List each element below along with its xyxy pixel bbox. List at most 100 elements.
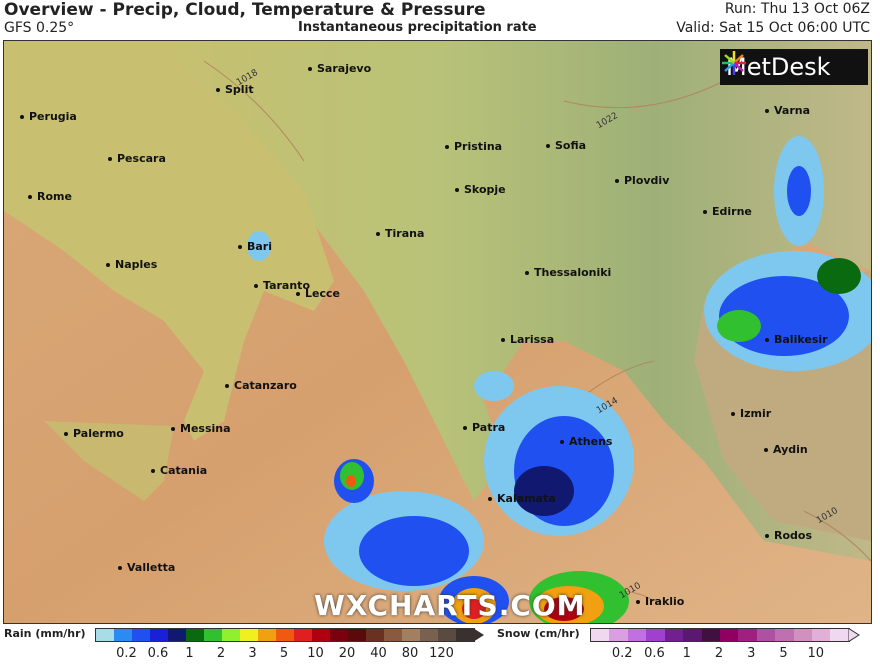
legend-swatch xyxy=(812,629,831,641)
city-label: Patra xyxy=(463,421,505,434)
legend-swatch xyxy=(438,629,456,641)
legend-tick-label: 10 xyxy=(807,646,825,661)
legend-swatch xyxy=(775,629,794,641)
legend-tick-label: 0.6 xyxy=(147,646,169,661)
legend-swatch xyxy=(204,629,222,641)
snow-legend-label: Snow (cm/hr) xyxy=(497,627,580,640)
legend-swatch xyxy=(591,629,610,641)
italy-land xyxy=(4,41,334,441)
city-label: Varna xyxy=(765,104,810,117)
legend-tick-label: 20 xyxy=(338,646,356,661)
city-label: Sofia xyxy=(546,139,586,152)
legend-swatch xyxy=(150,629,168,641)
legend-swatch xyxy=(366,629,384,641)
legend-swatch xyxy=(719,629,739,641)
run-time: Run: Thu 13 Oct 06Z xyxy=(724,1,870,17)
legend-swatch xyxy=(701,629,720,641)
legend-swatch xyxy=(348,629,366,641)
legend-swatch xyxy=(402,629,420,641)
city-label: Catania xyxy=(151,464,207,477)
legend-swatch xyxy=(240,629,258,641)
city-label: Rome xyxy=(28,190,72,203)
snow-color-bar xyxy=(590,628,850,642)
metdesk-logo-icon xyxy=(722,51,746,75)
city-label: Lecce xyxy=(296,287,340,300)
legend-tick-label: 1 xyxy=(682,646,691,661)
legend-swatch xyxy=(420,629,438,641)
city-label: Kalamata xyxy=(488,492,556,505)
legend-tick-label: 1 xyxy=(185,646,194,661)
legend-tick-label: 0.2 xyxy=(116,646,137,661)
rain-legend-label: Rain (mm/hr) xyxy=(4,627,86,640)
legend-swatch xyxy=(683,629,702,641)
city-label: Tirana xyxy=(376,227,424,240)
city-label: Valletta xyxy=(118,561,175,574)
city-label: Iraklio xyxy=(636,595,684,608)
legend-swatch xyxy=(96,629,114,641)
legend-tick-label: 80 xyxy=(401,646,419,661)
city-label: Messina xyxy=(171,422,231,435)
city-label: Catanzaro xyxy=(225,379,297,392)
weather-map[interactable]: 1018 1022 1014 1010 1010 Sarajevo Split Pe… xyxy=(3,40,872,624)
legend-swatch xyxy=(738,629,757,641)
legend-swatch xyxy=(646,629,665,641)
city-label: Edirne xyxy=(703,205,752,218)
chart-title: Overview - Precip, Cloud, Temperature & … xyxy=(4,0,486,20)
map-background xyxy=(4,41,871,623)
city-label: Balikesir xyxy=(765,333,828,346)
legend-tick-label: 2 xyxy=(714,646,724,661)
legend-swatch xyxy=(664,629,684,641)
rain-color-bar xyxy=(95,628,475,642)
legend-tick-label: 3 xyxy=(747,646,756,661)
rain-bar-arrow-icon xyxy=(473,628,484,642)
legend-tick-label: 2 xyxy=(216,646,226,661)
legend-swatch xyxy=(456,629,474,641)
legend-tick-label: 0.2 xyxy=(611,646,633,661)
legend-tick-label: 5 xyxy=(779,646,788,661)
legend-swatch xyxy=(132,629,150,641)
legend-swatch xyxy=(330,629,348,641)
legend-swatch xyxy=(793,629,813,641)
city-label: Sarajevo xyxy=(308,62,371,75)
legend-tick-label: 0.6 xyxy=(644,646,665,661)
city-label: Larissa xyxy=(501,333,554,346)
legend-swatch xyxy=(222,629,240,641)
city-label: Izmir xyxy=(731,407,771,420)
legend-tick-label: 3 xyxy=(248,646,257,661)
legend-swatch xyxy=(294,629,312,641)
city-label: Pescara xyxy=(108,152,166,165)
legend-swatch xyxy=(609,629,628,641)
legend-swatch xyxy=(168,629,186,641)
model-label: GFS 0.25° xyxy=(4,20,75,36)
city-label: Plovdiv xyxy=(615,174,669,187)
metdesk-logo: MetDesk xyxy=(720,49,868,85)
legend-swatch xyxy=(186,629,204,641)
chart-subtitle: Instantaneous precipitation rate xyxy=(298,20,537,35)
city-label: Naples xyxy=(106,258,157,271)
legend-swatch xyxy=(830,629,849,641)
legend-swatch xyxy=(114,629,132,641)
legend-tick-label: 40 xyxy=(370,646,387,661)
legend-swatch xyxy=(756,629,776,641)
balkans-land xyxy=(154,41,871,561)
legend-tick-label: 10 xyxy=(307,646,324,661)
legend-swatch xyxy=(276,629,294,641)
legend-swatch xyxy=(384,629,402,641)
city-label: Perugia xyxy=(20,110,77,123)
city-label: Thessaloniki xyxy=(525,266,611,279)
legend-swatch xyxy=(627,629,647,641)
wxcharts-watermark: WXCHARTS.COM xyxy=(314,589,586,622)
city-label: Aydin xyxy=(764,443,808,456)
sicily-land xyxy=(44,421,174,501)
city-label: Palermo xyxy=(64,427,124,440)
metdesk-logo-text: MetDesk xyxy=(726,53,831,81)
city-label: Rodos xyxy=(765,529,812,542)
legend-tick-label: 120 xyxy=(429,646,454,661)
city-label: Athens xyxy=(560,435,612,448)
snow-bar-arrow-icon xyxy=(848,628,860,642)
city-label: Split xyxy=(216,83,254,96)
valid-time: Valid: Sat 15 Oct 06:00 UTC xyxy=(676,20,870,36)
city-label: Pristina xyxy=(445,140,502,153)
city-label: Bari xyxy=(238,240,272,253)
city-label: Skopje xyxy=(455,183,506,196)
